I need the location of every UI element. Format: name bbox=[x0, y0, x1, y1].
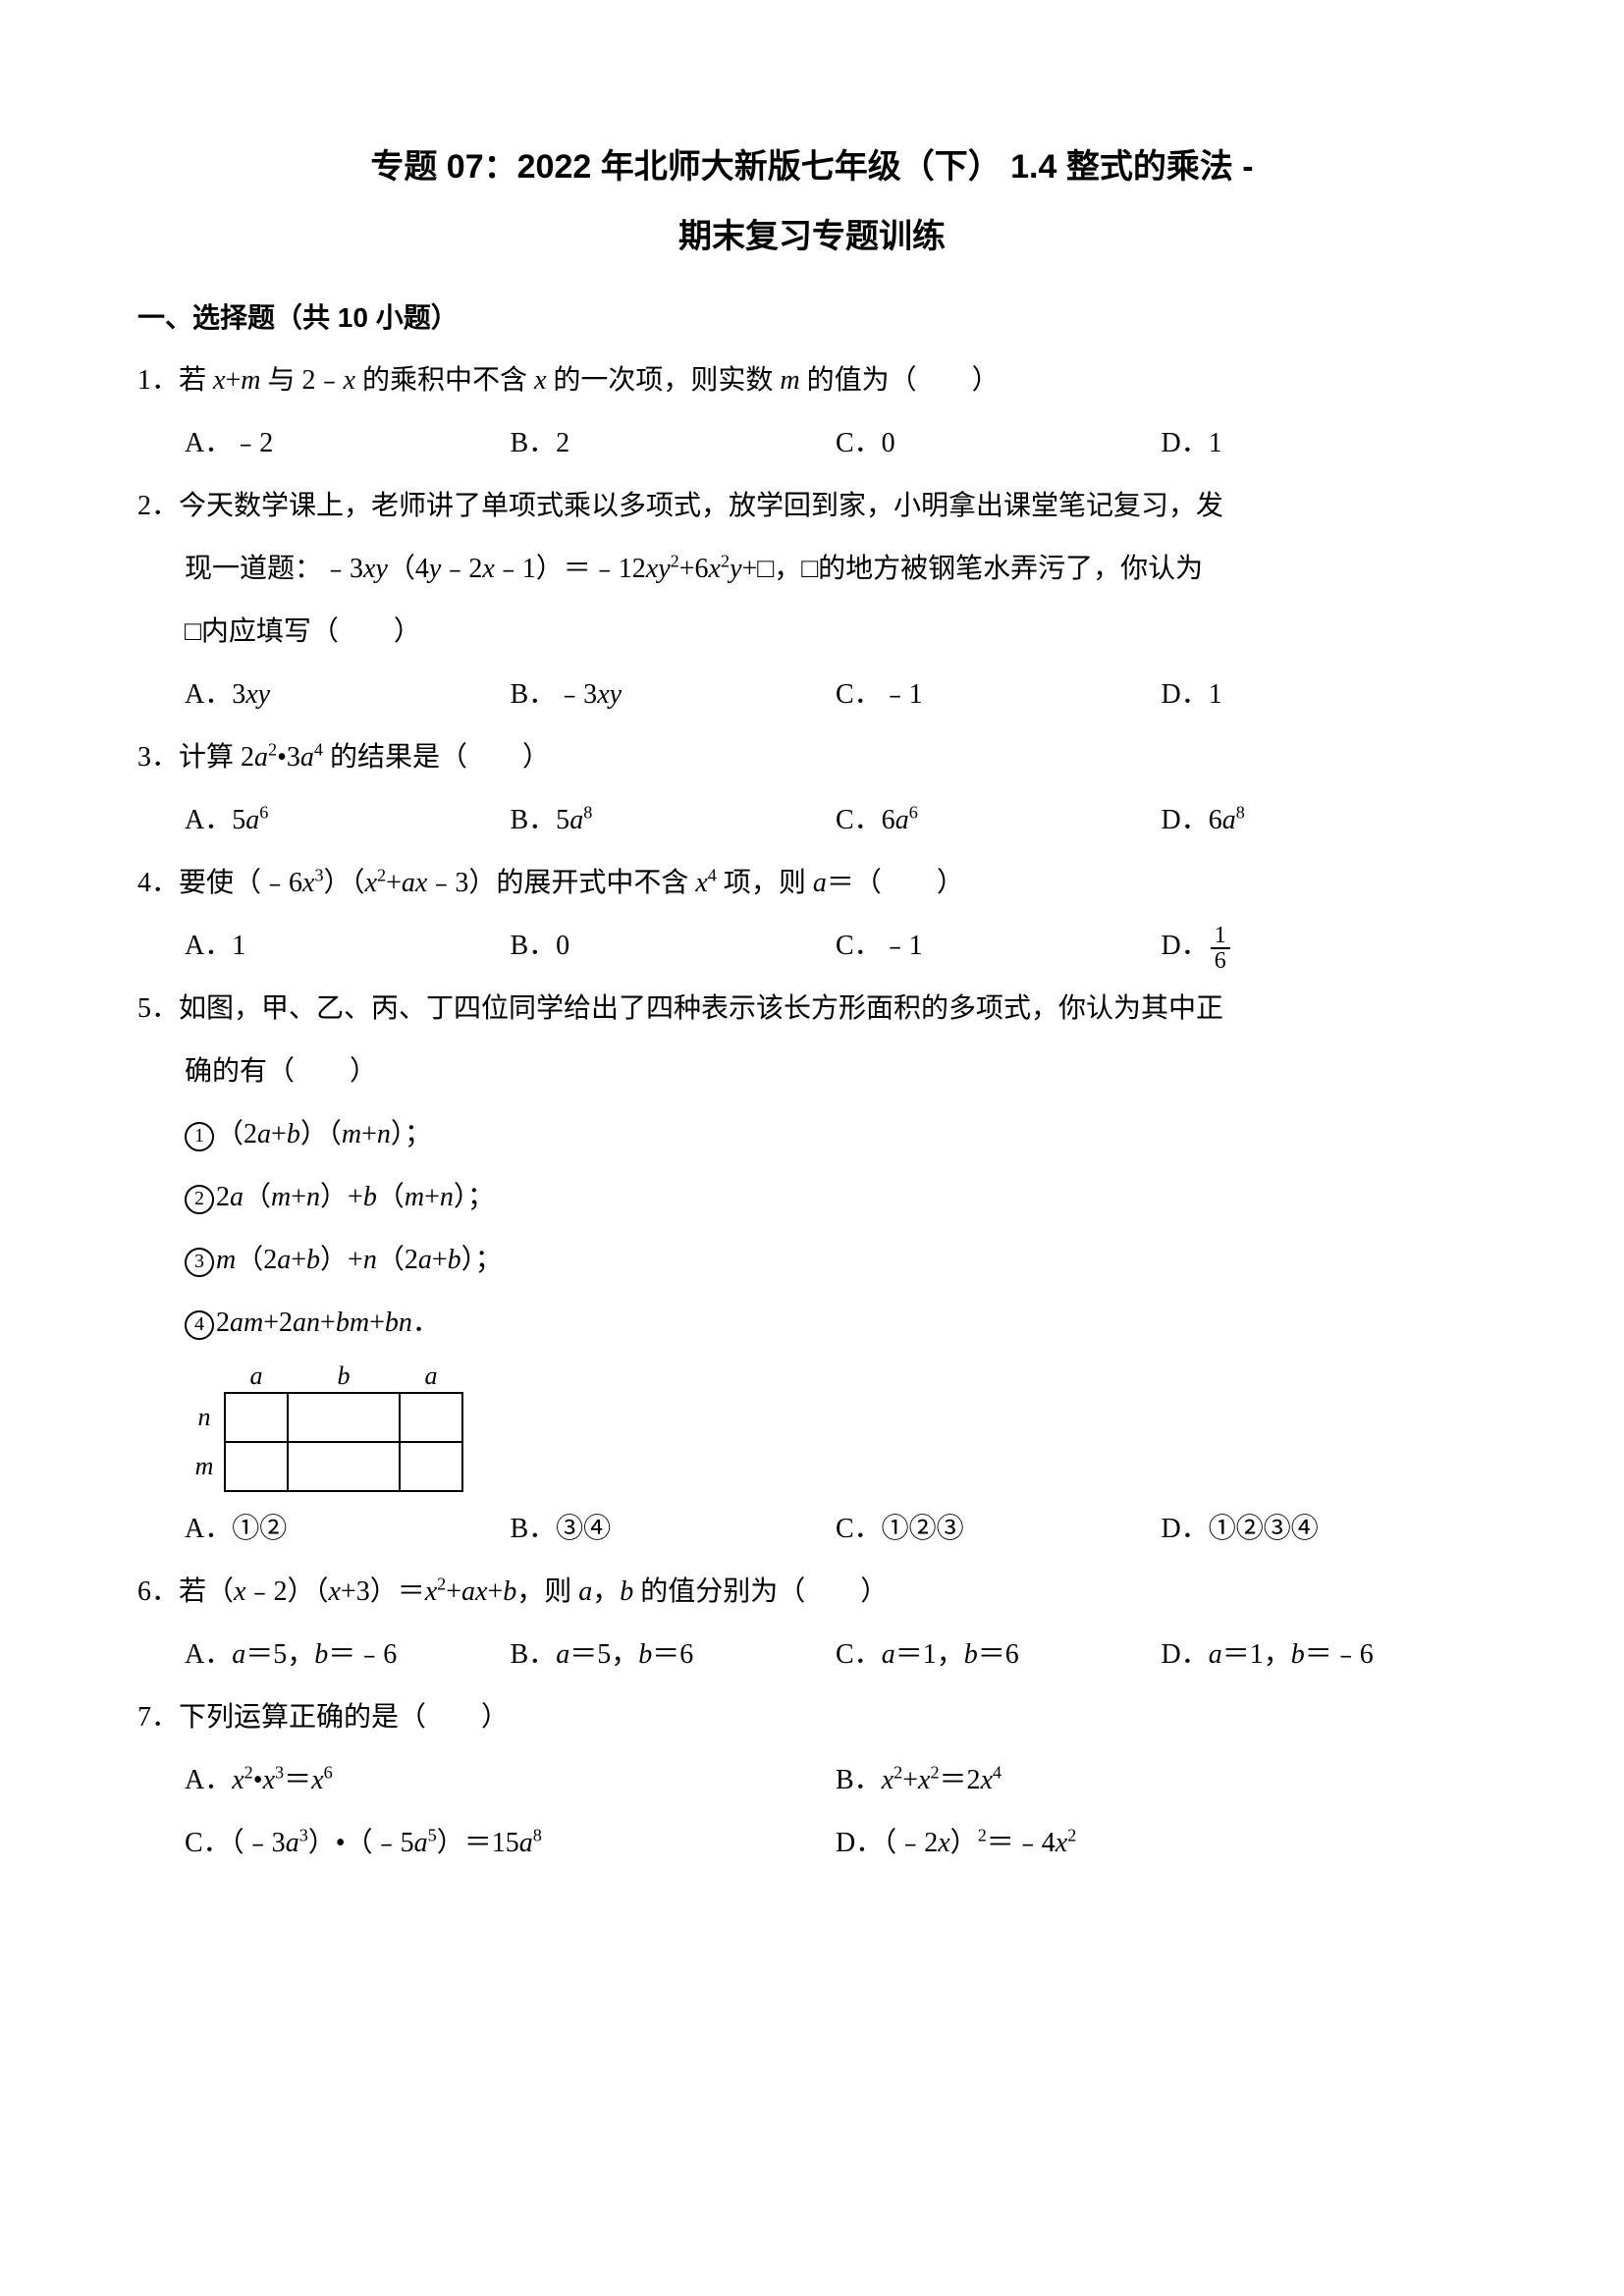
q5-item-3: 3m（2a+b）+n（2a+b）； bbox=[137, 1233, 1487, 1288]
question-2-line1: 2．今天数学课上，老师讲了单项式乘以多项式，放学回到家，小明拿出课堂笔记复习，发 bbox=[137, 479, 1487, 534]
question-6: 6．若（x﹣2）（x+3）＝x2+ax+b，则 a，b 的值分别为（ ） bbox=[137, 1565, 1487, 1620]
question-2-options: A．3xy B．﹣3xy C．﹣1 D．1 bbox=[137, 667, 1487, 722]
q5-opt-b: B．③④ bbox=[511, 1502, 837, 1557]
q5-opt-c: C．①②③ bbox=[836, 1502, 1162, 1557]
q6-opt-c: C．a＝1，b＝6 bbox=[836, 1628, 1162, 1682]
q3-opt-b: B．5a8 bbox=[511, 793, 837, 848]
q5-item-1: 1（2a+b）（m+n）； bbox=[137, 1107, 1487, 1162]
question-7-options-row1: A．x2•x3＝x6 B．x2+x2＝2x4 bbox=[137, 1753, 1487, 1808]
q5-item-4: 42am+2an+bm+bn． bbox=[137, 1296, 1487, 1351]
q7-opt-c: C．（﹣3a3）•（﹣5a5）＝15a8 bbox=[185, 1816, 836, 1871]
question-3: 3．计算 2a2•3a4 的结果是（ ） bbox=[137, 730, 1487, 785]
question-7: 7．下列运算正确的是（ ） bbox=[137, 1690, 1487, 1745]
q5-opt-a: A．①② bbox=[185, 1502, 511, 1557]
question-5-options: A．①② B．③④ C．①②③ D．①②③④ bbox=[137, 1502, 1487, 1557]
q4-opt-b: B．0 bbox=[511, 919, 837, 974]
diagram-label-b: b bbox=[288, 1361, 400, 1393]
diagram-label-m: m bbox=[185, 1442, 225, 1491]
section-1-heading: 一、选择题（共 10 小题） bbox=[137, 296, 1487, 336]
page-title-2: 期末复习专题训练 bbox=[137, 207, 1487, 267]
question-3-options: A．5a6 B．5a8 C．6a6 D．6a8 bbox=[137, 793, 1487, 848]
question-5-line1: 5．如图，甲、乙、丙、丁四位同学给出了四种表示该长方形面积的多项式，你认为其中正 bbox=[137, 982, 1487, 1037]
question-4: 4．要使（﹣6x3）（x2+ax﹣3）的展开式中不含 x4 项，则 a＝（ ） bbox=[137, 856, 1487, 911]
diagram-label-a2: a bbox=[400, 1361, 462, 1393]
question-4-options: A．1 B．0 C．﹣1 D．16 bbox=[137, 919, 1487, 974]
q6-opt-b: B．a＝5，b＝6 bbox=[511, 1628, 837, 1682]
q6-opt-d: D．a＝1，b＝﹣6 bbox=[1162, 1628, 1488, 1682]
question-7-options-row2: C．（﹣3a3）•（﹣5a5）＝15a8 D．（﹣2x）2＝﹣4x2 bbox=[137, 1816, 1487, 1871]
question-2-line2: 现一道题：﹣3xy（4y﹣2x﹣1）＝﹣12xy2+6x2y+□，□的地方被钢笔… bbox=[137, 542, 1487, 597]
q7-opt-d: D．（﹣2x）2＝﹣4x2 bbox=[836, 1816, 1487, 1871]
q1-opt-c: C．0 bbox=[836, 416, 1162, 471]
page-title-1: 专题 07：2022 年北师大新版七年级（下） 1.4 整式的乘法 ‐ bbox=[137, 137, 1487, 197]
q3-opt-c: C．6a6 bbox=[836, 793, 1162, 848]
q3-opt-a: A．5a6 bbox=[185, 793, 511, 848]
q3-opt-d: D．6a8 bbox=[1162, 793, 1488, 848]
question-2-line3: □内应填写（ ） bbox=[137, 605, 1487, 660]
question-1-options: A．﹣2 B．2 C．0 D．1 bbox=[137, 416, 1487, 471]
diagram-label-n: n bbox=[185, 1393, 225, 1442]
q1-opt-d: D．1 bbox=[1162, 416, 1488, 471]
q6-opt-a: A．a＝5，b＝﹣6 bbox=[185, 1628, 511, 1682]
q5-diagram: a b a n m bbox=[185, 1361, 1487, 1492]
question-6-options: A．a＝5，b＝﹣6 B．a＝5，b＝6 C．a＝1，b＝6 D．a＝1，b＝﹣… bbox=[137, 1628, 1487, 1682]
q5-item-2: 22a（m+n）+b（m+n）； bbox=[137, 1170, 1487, 1225]
q1-opt-a: A．﹣2 bbox=[185, 416, 511, 471]
q2-opt-a: A．3xy bbox=[185, 667, 511, 722]
diagram-label-a1: a bbox=[225, 1361, 288, 1393]
q2-opt-c: C．﹣1 bbox=[836, 667, 1162, 722]
q2-opt-b: B．﹣3xy bbox=[511, 667, 837, 722]
q5-opt-d: D．①②③④ bbox=[1162, 1502, 1488, 1557]
q7-opt-b: B．x2+x2＝2x4 bbox=[836, 1753, 1487, 1808]
question-5-line2: 确的有（ ） bbox=[137, 1044, 1487, 1099]
q4-opt-c: C．﹣1 bbox=[836, 919, 1162, 974]
q4-opt-d: D．16 bbox=[1162, 919, 1488, 974]
q4-opt-a: A．1 bbox=[185, 919, 511, 974]
q2-opt-d: D．1 bbox=[1162, 667, 1488, 722]
question-1: 1．若 x+m 与 2﹣x 的乘积中不含 x 的一次项，则实数 m 的值为（ ） bbox=[137, 353, 1487, 408]
q7-opt-a: A．x2•x3＝x6 bbox=[185, 1753, 836, 1808]
q1-opt-b: B．2 bbox=[511, 416, 837, 471]
